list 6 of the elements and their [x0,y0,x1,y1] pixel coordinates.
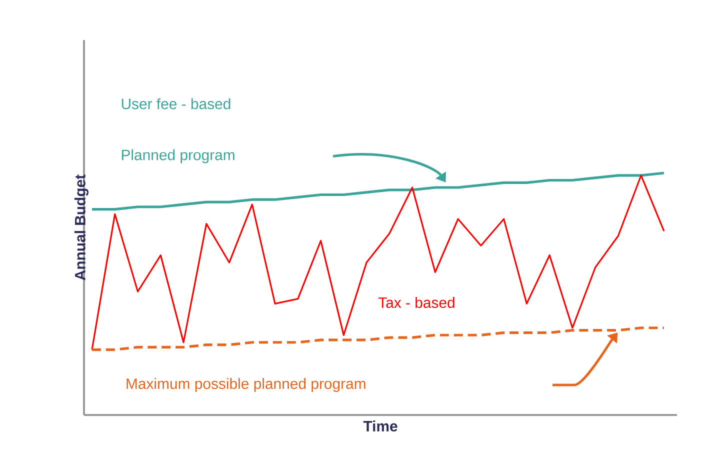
text: Planned program [122,149,234,164]
series-label: Maximum possible planned program [126,378,366,392]
y-axis-title: Annual Budget [74,174,88,280]
series-label: Tax - based [378,296,454,308]
x-axis-title: Time [363,420,398,432]
text: User fee - based [122,98,230,110]
